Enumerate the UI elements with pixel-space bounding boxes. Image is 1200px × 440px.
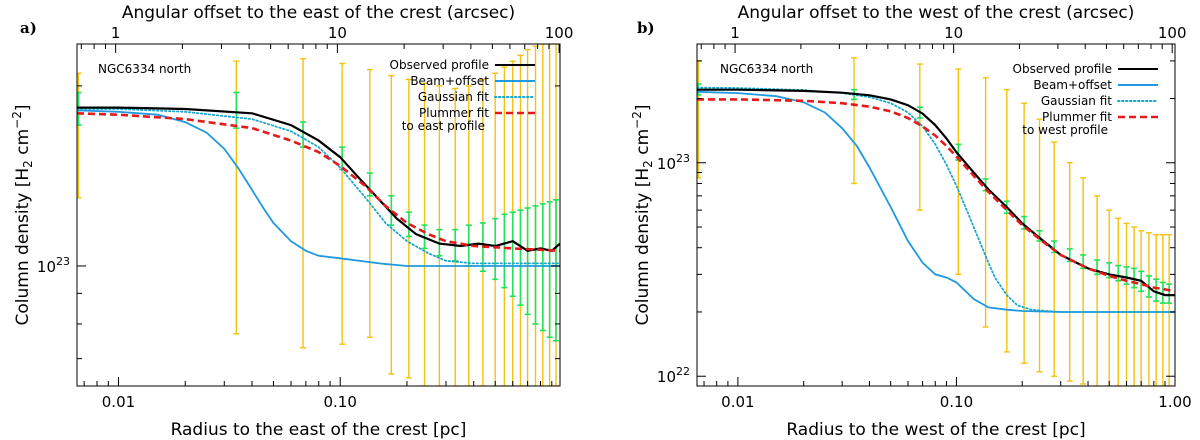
legend-label: Observed profile <box>390 58 489 72</box>
top-tick-label: 100 <box>1158 24 1187 42</box>
legend: Observed profile Beam+offset Gaussian fit P… <box>390 58 536 133</box>
legend-label: Gaussian fit <box>418 90 489 104</box>
legend-label: Beam+offset <box>1033 78 1112 92</box>
legend-label-line2: to east profile <box>402 119 485 133</box>
series-line-beam <box>77 109 560 267</box>
y-axis-title: Column density [H2 cm−2] <box>630 105 655 326</box>
y-tick-label: 1023 <box>37 255 70 276</box>
y-tick-exponent: 23 <box>676 152 690 165</box>
legend-label-line2: to west profile <box>1022 123 1108 137</box>
legend-label: Beam+offset <box>410 74 489 88</box>
panel-letter: a) <box>20 19 37 37</box>
y-tick-label: 1023 <box>657 152 690 173</box>
legend-label: Plummer fit <box>1042 110 1112 124</box>
y-tick-mantissa: 10 <box>657 155 676 173</box>
plot-frame <box>696 43 1176 387</box>
y-axis-title: Column density [H2 cm−2] <box>10 105 35 326</box>
top-tick-label: 100 <box>545 24 574 42</box>
x-tick-label: 0.10 <box>324 393 357 411</box>
panel-annotation: NGC6334 north <box>98 62 191 76</box>
y-tick-mantissa: 10 <box>37 258 56 276</box>
y-axis-title-sub: 2 <box>21 160 35 168</box>
x-tick-label: 1.00 <box>1158 393 1191 411</box>
y-axis-title-close: ] <box>13 105 33 112</box>
y-tick-exponent: 22 <box>676 365 690 378</box>
top-tick-label: 10 <box>944 24 963 42</box>
y-tick-mantissa: 10 <box>657 368 676 386</box>
y-axis-title-sub: 2 <box>641 160 655 168</box>
y-axis-title-close: ] <box>633 105 653 112</box>
y-axis-title-sup: −2 <box>10 111 24 129</box>
top-tick-label: 1 <box>111 24 121 42</box>
x-axis-title: Radius to the west of the crest [pc] <box>786 420 1085 440</box>
x-axis-title: Radius to the east of the crest [pc] <box>171 420 467 440</box>
legend-label: Plummer fit <box>419 106 489 120</box>
series-line-observed <box>77 106 560 252</box>
top-axis-title: Angular offset to the east of the crest … <box>122 3 515 23</box>
y-tick-label: 1022 <box>657 365 690 386</box>
series-line-gaussian <box>77 108 560 265</box>
series-line-observed <box>697 88 1175 297</box>
y-axis-title-main: Column density [H <box>13 168 33 326</box>
legend-label: Gaussian fit <box>1041 94 1112 108</box>
y-axis-title-unit: cm <box>633 129 653 160</box>
y-axis-title-sup: −2 <box>630 111 644 129</box>
top-tick-label: 10 <box>328 24 347 42</box>
series-line-beam <box>697 90 1175 313</box>
x-tick-label: 0.01 <box>721 393 754 411</box>
series-line-plummer <box>77 112 560 253</box>
x-tick-label: 0.01 <box>102 393 135 411</box>
y-axis-title-unit: cm <box>13 129 33 160</box>
top-axis-title: Angular offset to the west of the crest … <box>738 3 1135 23</box>
panel-letter: b) <box>637 19 655 37</box>
x-tick-label: 0.10 <box>940 393 973 411</box>
legend-label: Observed profile <box>1013 62 1112 76</box>
y-axis-title-main: Column density [H <box>633 168 653 326</box>
legend: Observed profile Beam+offset Gaussian fit P… <box>1013 62 1159 137</box>
plot-area <box>77 44 560 386</box>
y-tick-exponent: 23 <box>56 255 70 268</box>
series-line-plummer <box>697 98 1175 293</box>
top-tick-label: 1 <box>730 24 740 42</box>
panel-annotation: NGC6334 north <box>720 62 813 76</box>
